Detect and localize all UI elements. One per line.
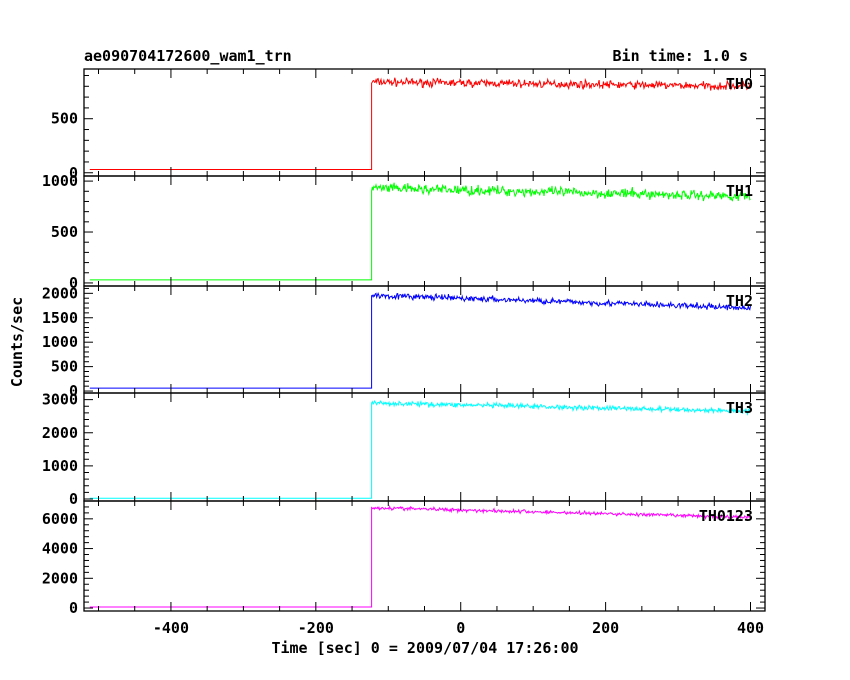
series-line-th3 [89,399,751,499]
y-tick-label: 0 [69,164,78,182]
chart-title: ae090704172600_wam1_trn [84,47,292,65]
y-tick-label: 0 [69,599,78,617]
y-tick-label: 0 [69,490,78,508]
series-label-th0: TH0 [726,75,753,93]
y-tick-label: 1500 [42,309,78,327]
series-line-th0123 [89,504,751,608]
bin-time-label: Bin time: 1.0 s [613,47,748,65]
y-tick-label: 2000 [42,569,78,587]
panel-th0123: 0 2000 4000 6000 TH0123 [42,500,766,617]
y-tick-label: 1000 [42,333,78,351]
y-tick-label: 500 [51,223,78,241]
y-tick-label: 0 [69,382,78,400]
series-line-th1 [89,182,751,281]
panel-th1: 0 500 1000 TH1 [42,172,766,292]
y-tick-label: 1000 [42,457,78,475]
y-tick-label: 3000 [42,391,78,409]
panel-th2: 0 500 1000 1500 2000 TH2 [42,284,766,400]
series-label-th3: TH3 [726,399,753,417]
x-tick-label: 0 [456,619,465,637]
y-tick-label: 0 [69,274,78,292]
series-line-th0 [89,77,751,170]
panel-th0: 0 500 TH0 [51,68,766,182]
x-tick-label: 200 [592,619,619,637]
y-tick-label: 4000 [42,540,78,558]
y-tick-label: 500 [51,110,78,128]
series-label-th2: TH2 [726,292,753,310]
series-label-th1: TH1 [726,182,753,200]
series-label-th0123: TH0123 [699,507,753,525]
panel-frame [83,285,766,394]
x-tick-label: 400 [737,619,764,637]
panel-frame [83,392,766,502]
y-axis-label: Counts/sec [8,297,26,387]
y-tick-label: 1000 [42,172,78,190]
x-tick-label: -200 [298,619,334,637]
panel-frame [83,68,766,177]
series-line-th2 [89,292,751,389]
y-tick-label: 2000 [42,424,78,442]
panel-th3: 0 1000 2000 3000 TH3 [42,391,766,508]
y-tick-label: 500 [51,358,78,376]
y-tick-label: 2000 [42,284,78,302]
panel-frame [83,500,766,612]
x-axis-label: Time [sec] 0 = 2009/07/04 17:26:00 [271,639,578,657]
y-tick-label: 6000 [42,510,78,528]
x-tick-label: -400 [153,619,189,637]
